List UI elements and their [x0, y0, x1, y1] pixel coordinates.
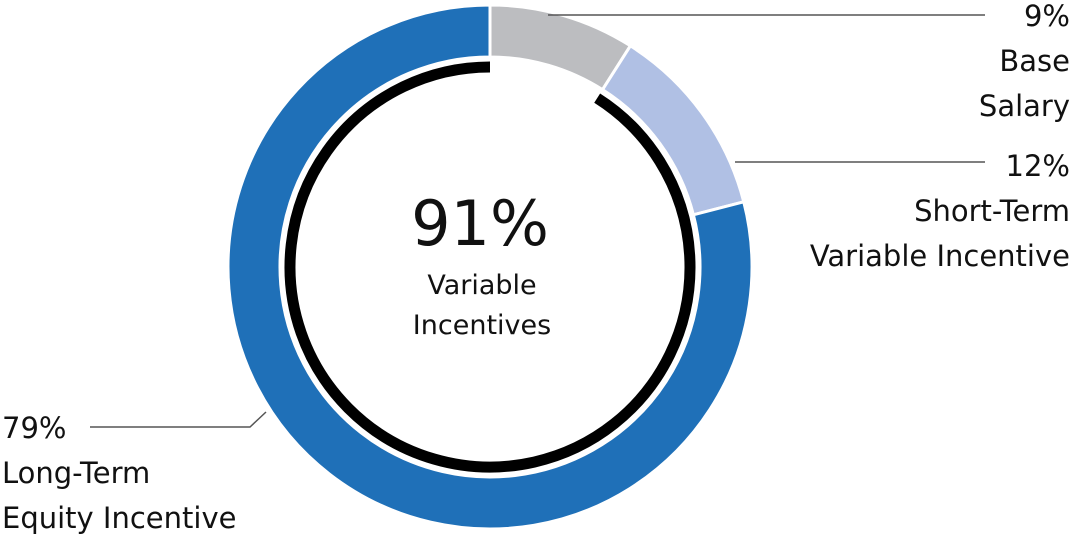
category-label: Short-Term Variable Incentive	[810, 194, 1070, 273]
value-label: 9%	[1024, 0, 1070, 33]
value-label: 12%	[1006, 149, 1070, 183]
center-value: 91%	[411, 187, 549, 260]
category-label: Base Salary	[979, 44, 1070, 123]
center-label: Variable Incentives	[413, 270, 551, 341]
value-label: 79%	[2, 411, 66, 445]
pie-slice	[226, 3, 754, 531]
category-label: Long-Term Equity Incentive	[2, 456, 236, 535]
leader-line	[90, 411, 267, 428]
center-arc	[284, 61, 696, 473]
